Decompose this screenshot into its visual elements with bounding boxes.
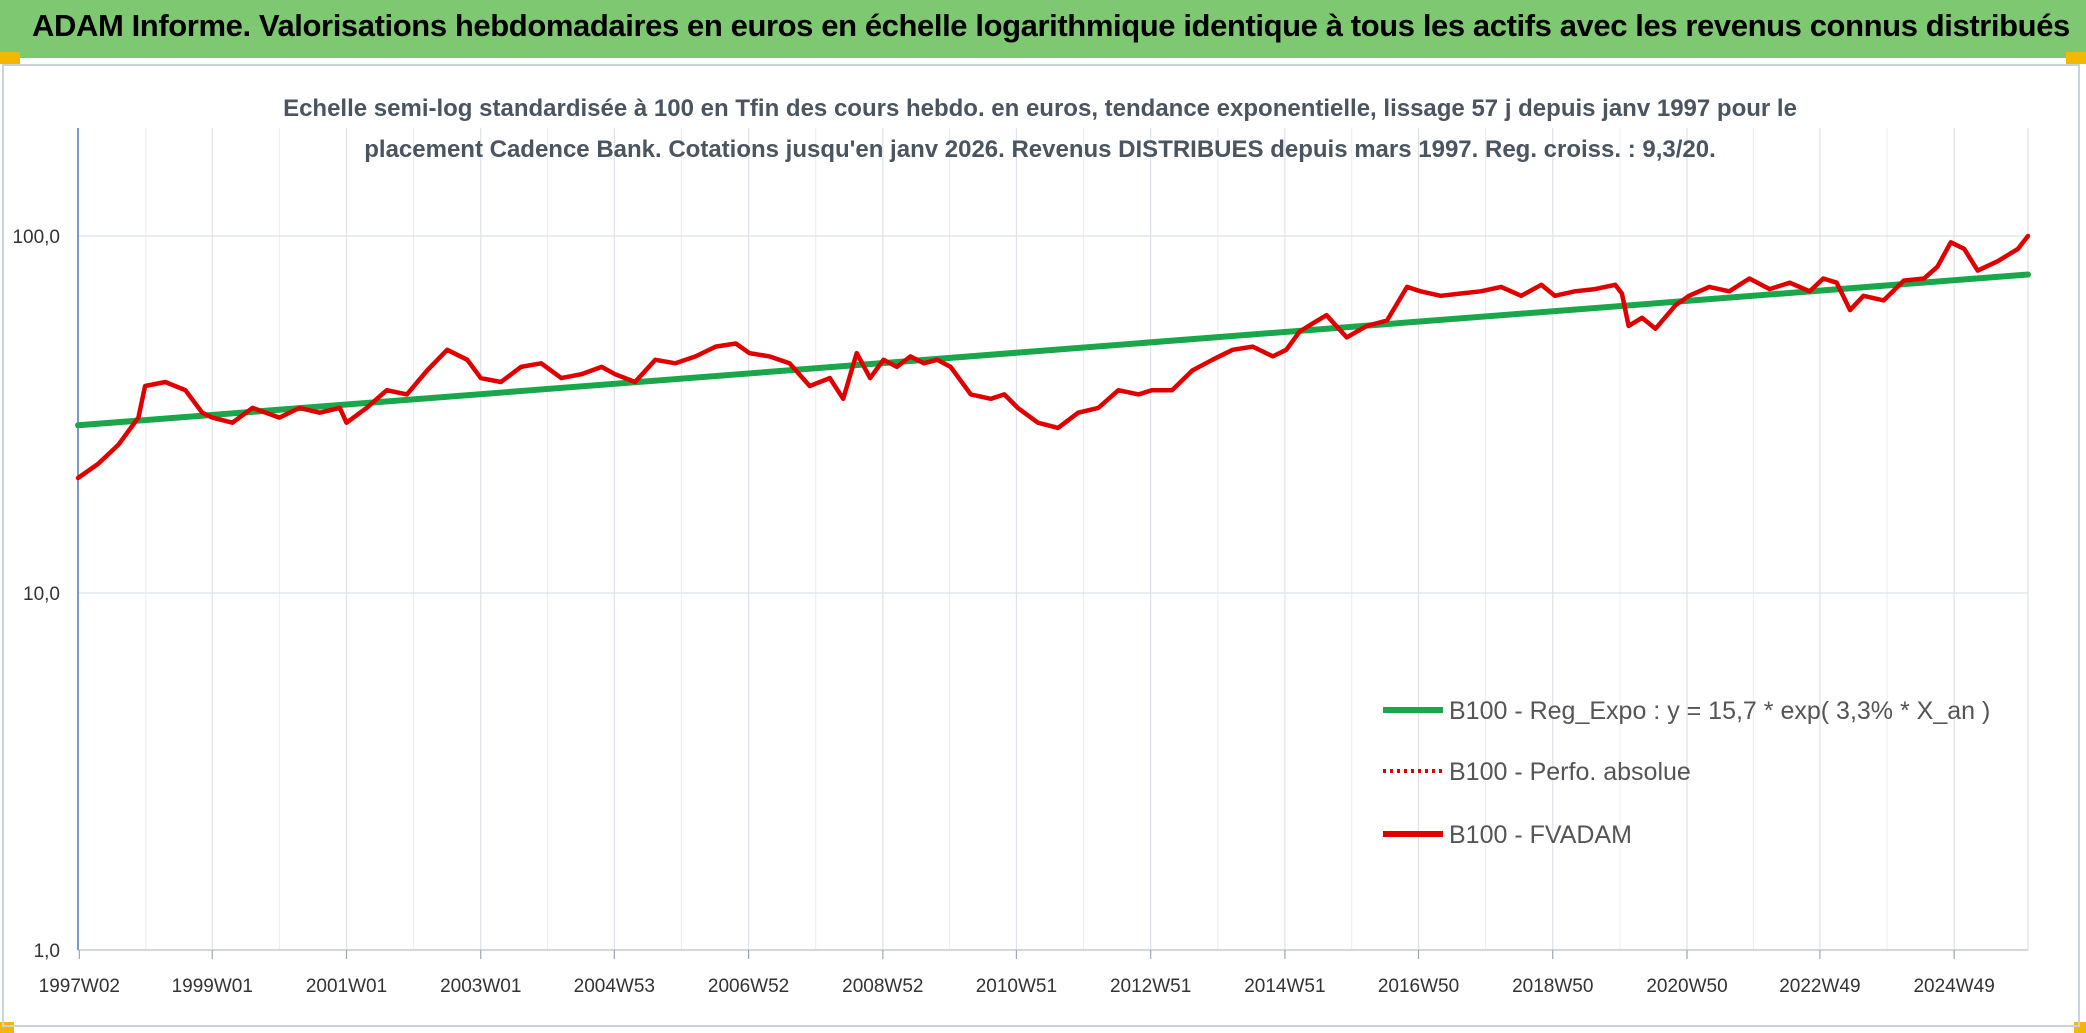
x-tick-label: 2024W49 xyxy=(1913,976,1994,997)
legend-item-perfo-absolue: B100 - Perfo. absolue xyxy=(1383,758,1691,786)
legend-item-fvadam: B100 - FVADAM xyxy=(1383,821,1632,849)
corner-marker-bottom-left xyxy=(0,1022,14,1033)
x-tick-label: 2014W51 xyxy=(1244,976,1325,997)
x-tick-label: 2022W49 xyxy=(1779,976,1860,997)
legend-label-reg-expo: B100 - Reg_Expo : y = 15,7 * exp( 3,3% *… xyxy=(1449,697,1990,725)
x-tick-label: 2012W51 xyxy=(1110,976,1191,997)
x-tick-label: 2018W50 xyxy=(1512,976,1593,997)
y-tick-label: 10,0 xyxy=(23,584,60,605)
x-tick-label: 1999W01 xyxy=(172,976,253,997)
x-tick-label: 2006W52 xyxy=(708,976,789,997)
x-tick-label: 1997W02 xyxy=(39,976,120,997)
chart-title-line-1: Echelle semi-log standardisée à 100 en T… xyxy=(283,95,1797,122)
vertical-gridlines xyxy=(145,128,2029,950)
y-tick-labels: 1,0 10,0 100,0 xyxy=(12,227,60,962)
x-tick-label: 2004W53 xyxy=(574,976,655,997)
x-tick-label: 2001W01 xyxy=(306,976,387,997)
page-title: ADAM Informe. Valorisations hebdomadaire… xyxy=(32,8,2070,43)
series-line-reg-expo xyxy=(75,271,2031,429)
x-tick-label: 2016W50 xyxy=(1378,976,1459,997)
x-tick-label: 2003W01 xyxy=(440,976,521,997)
x-tick-label: 2010W51 xyxy=(976,976,1057,997)
y-tick-label: 1,0 xyxy=(34,941,60,962)
chart-title-line-2: placement Cadence Bank. Cotations jusqu'… xyxy=(364,136,1716,163)
legend-label-fvadam: B100 - FVADAM xyxy=(1449,821,1632,849)
header-bar: ADAM Informe. Valorisations hebdomadaire… xyxy=(0,0,2086,58)
chart-legend: B100 - Reg_Expo : y = 15,7 * exp( 3,3% *… xyxy=(1383,697,1990,849)
x-tick-marks xyxy=(78,950,1955,959)
corner-marker-top-left xyxy=(0,52,20,64)
x-tick-labels: 1997W02 1999W01 2001W01 2003W01 2004W53 2006W… xyxy=(39,976,1995,997)
x-tick-label: 2020W50 xyxy=(1646,976,1727,997)
series-lines xyxy=(75,233,2031,481)
chart-frame xyxy=(2,64,2080,1027)
horizontal-gridlines xyxy=(78,235,2028,951)
corner-marker-bottom-right xyxy=(2074,1022,2086,1033)
series-line-fvadam xyxy=(75,233,2031,481)
x-tick-label: 2008W52 xyxy=(842,976,923,997)
legend-label-perfo-absolue: B100 - Perfo. absolue xyxy=(1449,758,1691,786)
corner-marker-top-right xyxy=(2066,52,2086,64)
legend-item-reg-expo: B100 - Reg_Expo : y = 15,7 * exp( 3,3% *… xyxy=(1383,697,1990,725)
y-tick-label: 100,0 xyxy=(12,227,60,248)
